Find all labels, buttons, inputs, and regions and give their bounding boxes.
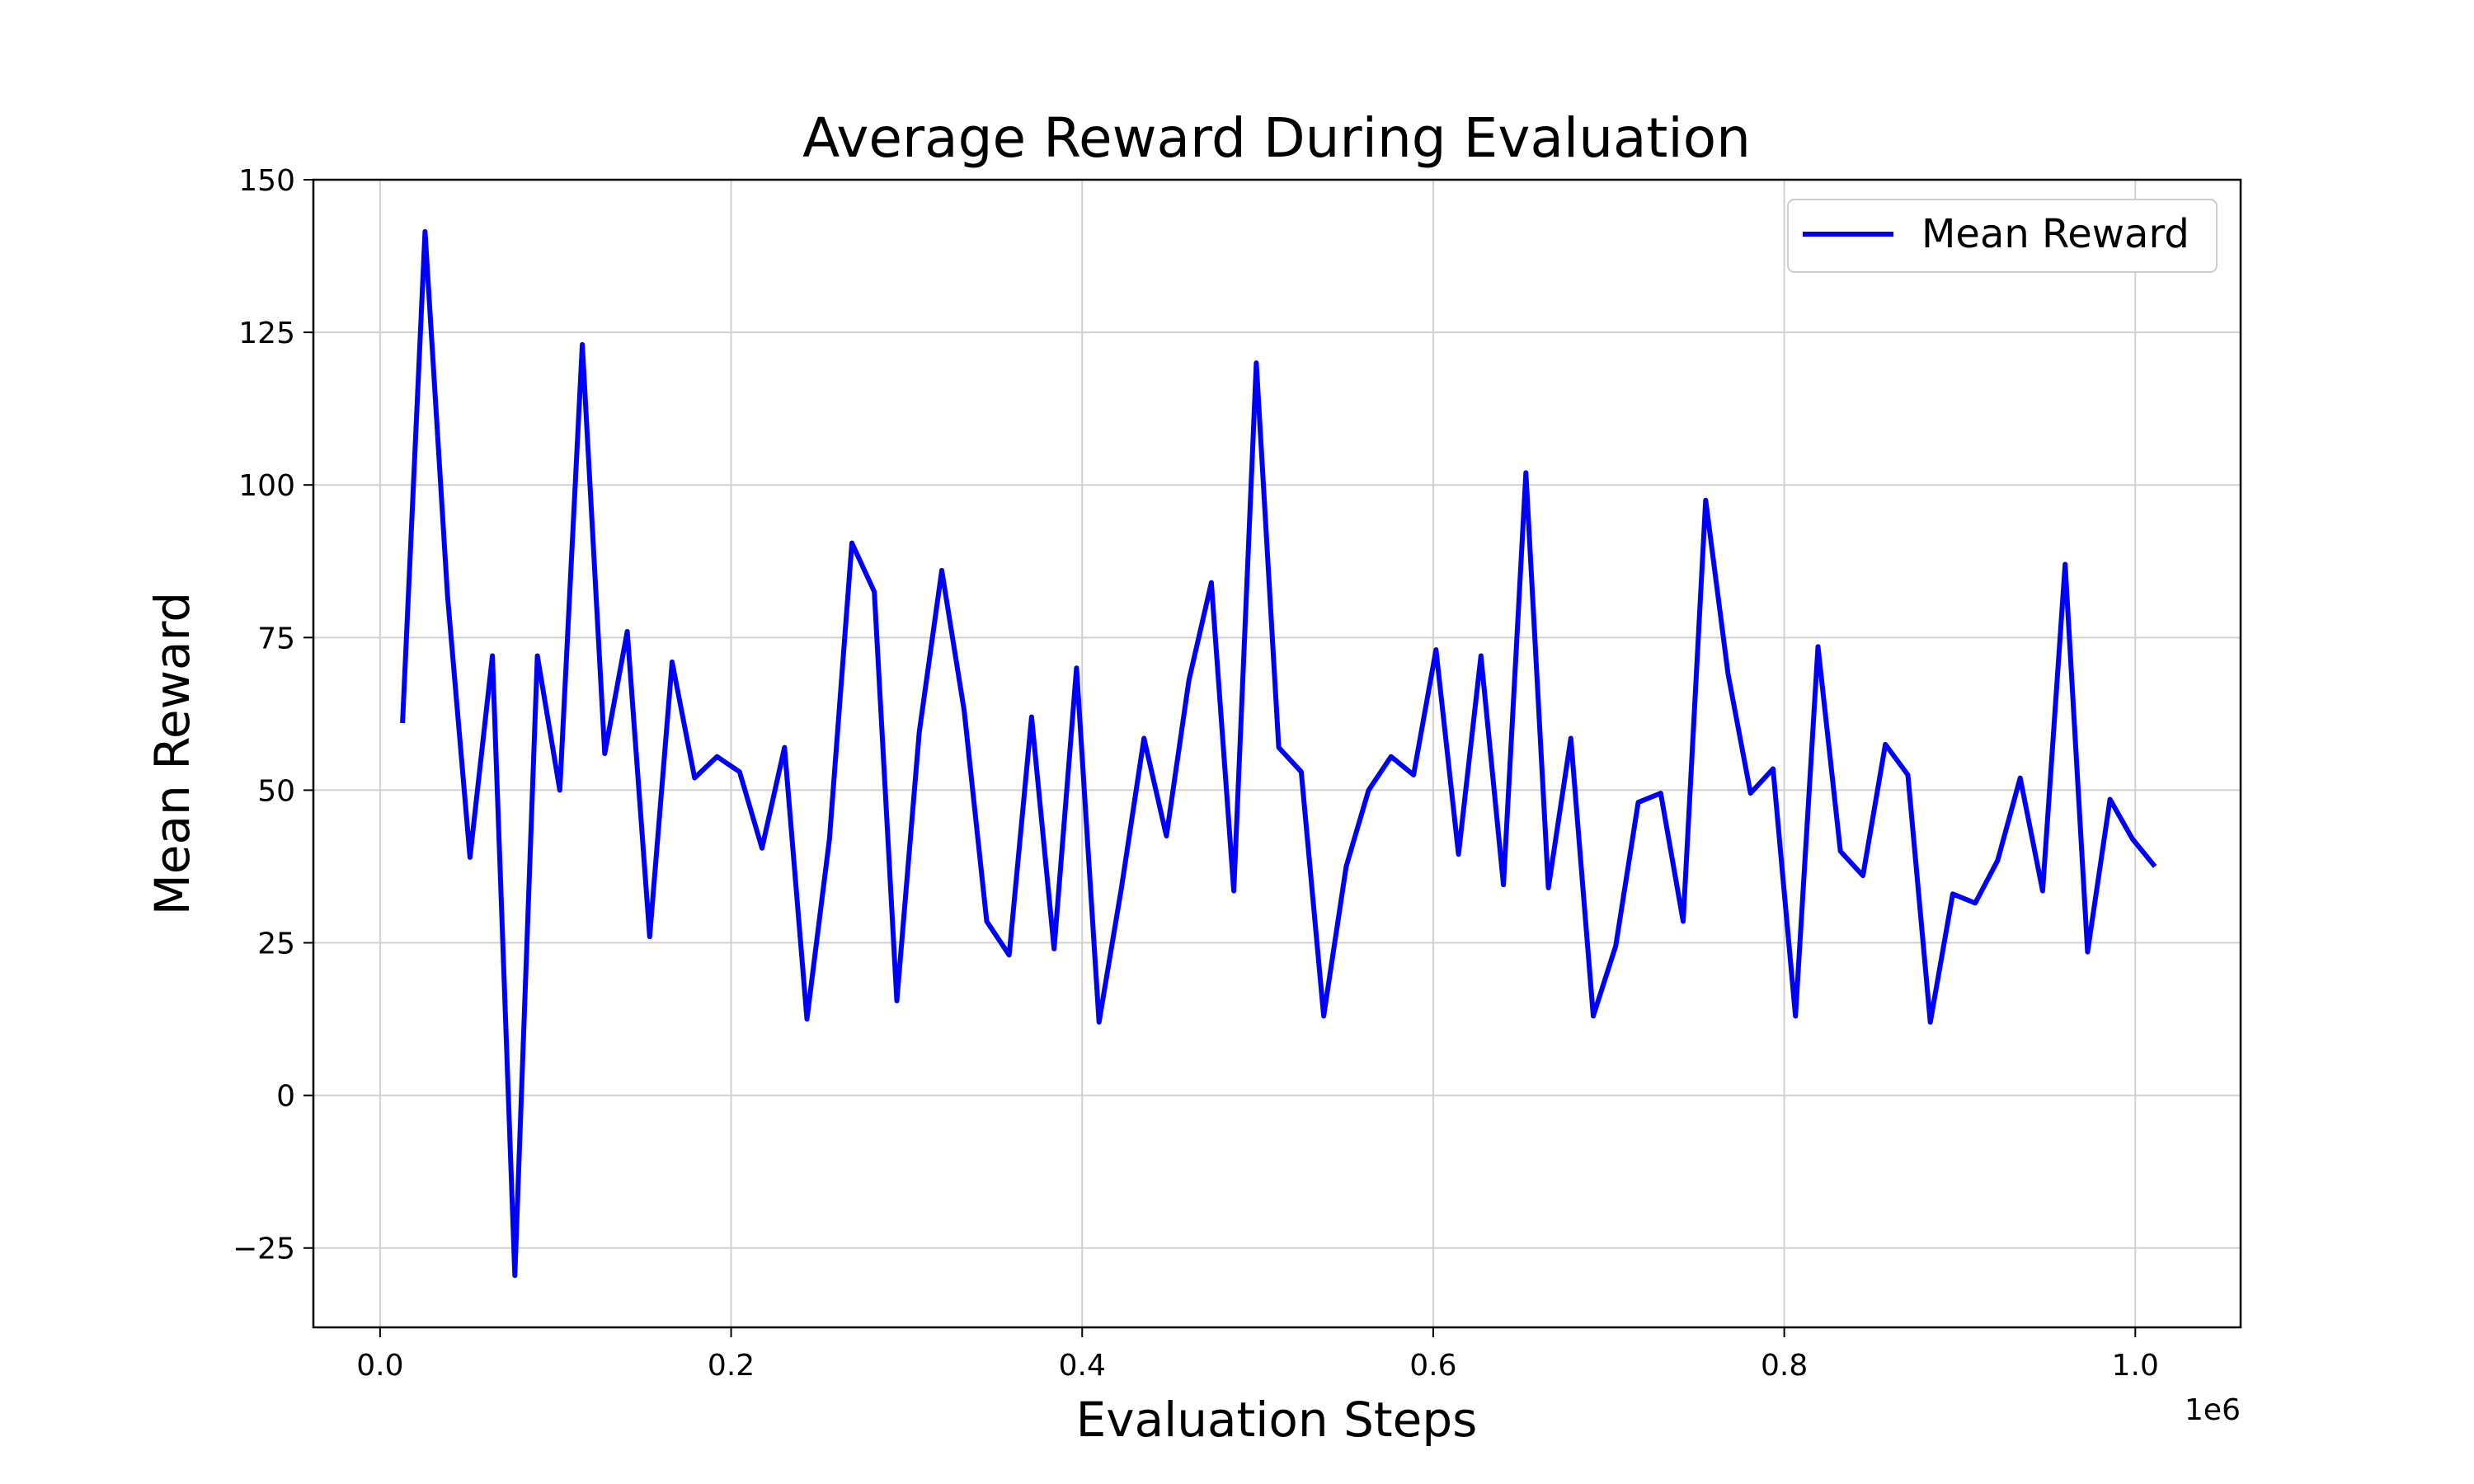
series-lines [400, 228, 2157, 1279]
y-tick-label: 0 [276, 1080, 295, 1114]
y-tick-label: 75 [257, 622, 295, 655]
axis-ticks: 0.0 0.2 0.4 0.6 0.8 1.0 −25 0 25 50 75 100 125 150 [233, 164, 2159, 1383]
x-tick-label: 0.8 [1761, 1349, 1808, 1383]
y-tick-label: 125 [238, 317, 295, 350]
x-tick-label: 0.4 [1059, 1349, 1106, 1383]
legend: Mean Reward [1787, 199, 2218, 273]
y-tick-label: 150 [238, 164, 295, 198]
series-line-mean-reward [400, 228, 2157, 1279]
y-tick-label: −25 [233, 1233, 295, 1266]
y-axis-label: Mean Reward [144, 592, 200, 915]
x-tick-label: 0.2 [708, 1349, 755, 1383]
legend-label: Mean Reward [1921, 211, 2189, 257]
plot-frame [312, 178, 2242, 1329]
y-tick-label: 100 [238, 469, 295, 503]
chart-title: Average Reward During Evaluation [802, 106, 1751, 170]
legend-box [1787, 199, 2218, 273]
x-axis-offset-label: 1e6 [2185, 1393, 2241, 1427]
x-axis-label: Evaluation Steps [1076, 1392, 1478, 1448]
x-tick-label: 1.0 [2112, 1349, 2159, 1383]
y-tick-label: 25 [257, 928, 295, 961]
y-tick-label: 50 [257, 774, 295, 808]
x-tick-label: 0.6 [1409, 1349, 1456, 1383]
x-tick-label: 0.0 [356, 1349, 403, 1383]
